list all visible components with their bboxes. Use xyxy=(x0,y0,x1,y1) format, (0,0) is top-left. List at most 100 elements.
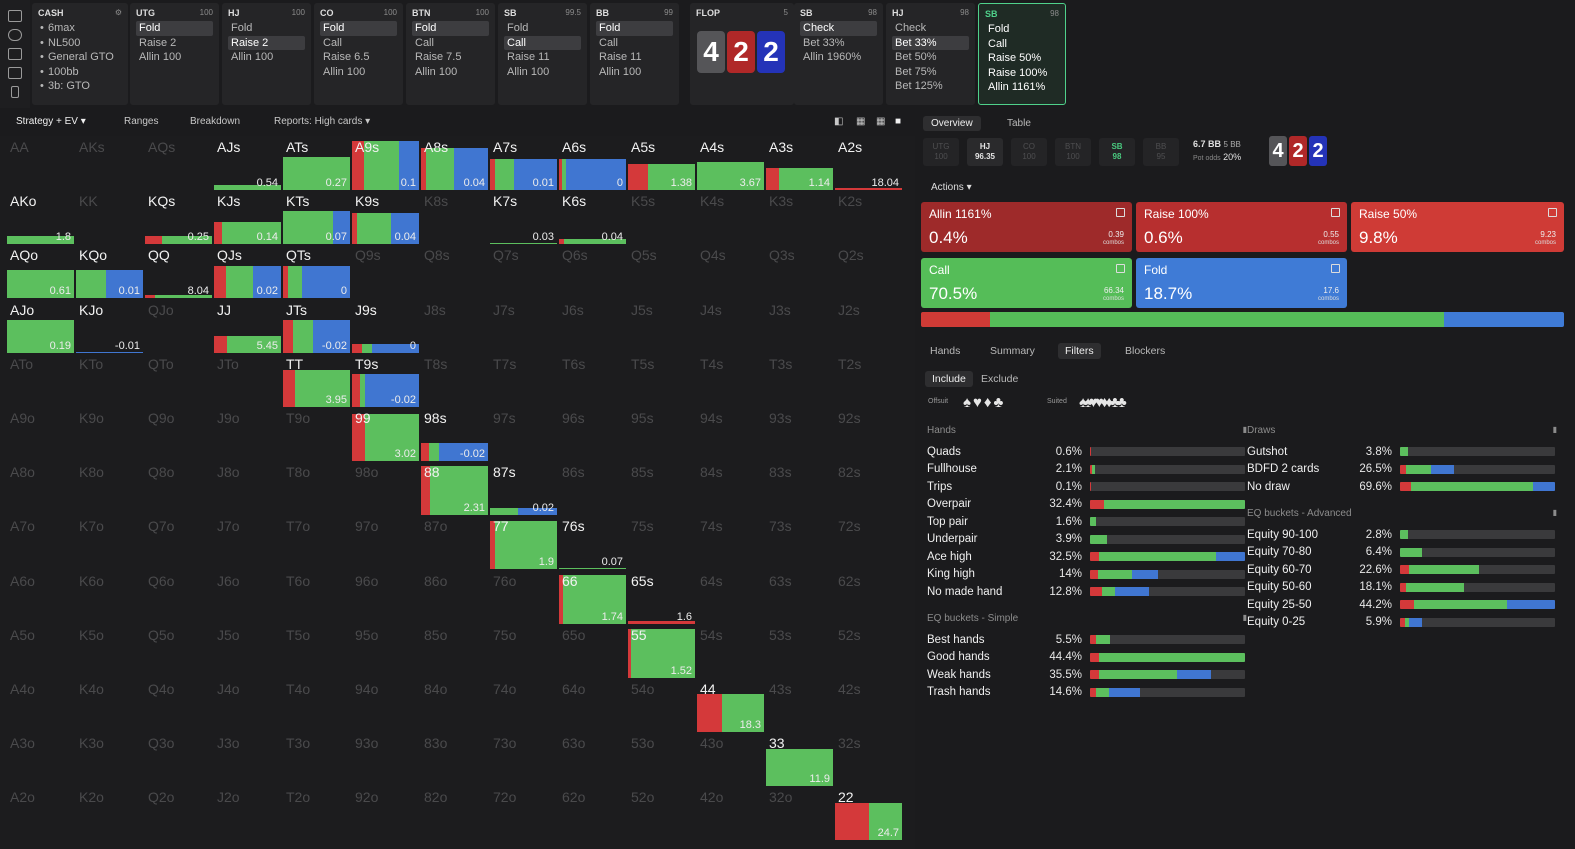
hand-cell-52o[interactable]: 52o xyxy=(628,787,695,840)
action-option[interactable]: Allin 100 xyxy=(231,51,274,63)
hand-cell-75s[interactable]: 75s xyxy=(628,516,695,569)
tab-table[interactable]: Table xyxy=(1007,118,1031,129)
collapse-icon[interactable]: ▮ xyxy=(1552,425,1557,434)
hand-cell-k7s[interactable]: K7s 0.03 xyxy=(490,191,557,245)
cursor-icon[interactable] xyxy=(11,86,19,98)
action-option[interactable]: Fold xyxy=(596,21,673,36)
filter-row[interactable]: Gutshot 3.8% xyxy=(1247,443,1557,461)
hand-cell-72s[interactable]: 72s xyxy=(835,516,902,569)
hand-cell-k5s[interactable]: K5s xyxy=(628,191,695,244)
action-option[interactable]: Call xyxy=(323,36,342,49)
filter-row[interactable]: Equity 70-80 6.4% xyxy=(1247,544,1557,562)
hand-cell-k6o[interactable]: K6o xyxy=(76,571,143,624)
hand-cell-k8s[interactable]: K8s xyxy=(421,191,488,244)
hand-cell-jj[interactable]: JJ 5.45 xyxy=(214,300,281,353)
action-node-btn[interactable]: BTN 100 Fold Call Raise 7.5 Allin 100 xyxy=(406,3,495,105)
collapse-icon[interactable]: ▮ xyxy=(1242,425,1247,434)
hand-cell-j5s[interactable]: J5s xyxy=(628,300,695,353)
collapse-icon[interactable]: ▮ xyxy=(1242,613,1247,622)
hand-cell-65o[interactable]: 65o xyxy=(559,625,626,678)
filter-row[interactable]: Top pair 1.6% xyxy=(927,513,1247,531)
action-option[interactable]: Allin 100 xyxy=(139,51,182,63)
hand-cell-a5s[interactable]: A5s 1.38 xyxy=(628,137,695,190)
reset-icon[interactable] xyxy=(8,29,22,41)
action-option[interactable]: Fold xyxy=(412,21,489,36)
compare-icon[interactable]: ◧ xyxy=(834,116,844,127)
hand-cell-92s[interactable]: 92s xyxy=(835,408,902,461)
action-option[interactable]: Call xyxy=(504,35,581,50)
hand-cell-k3s[interactable]: K3s xyxy=(766,191,833,244)
action-option[interactable]: Raise 6.5 xyxy=(323,51,370,63)
hand-cell-93o[interactable]: 93o xyxy=(352,733,419,786)
hand-cell-92o[interactable]: 92o xyxy=(352,787,419,840)
hand-cell-kjs[interactable]: KJs 0.14 xyxy=(214,191,281,245)
filter-row[interactable]: No made hand 12.8% xyxy=(927,583,1247,601)
filter-row[interactable]: Quads 0.6% xyxy=(927,443,1247,461)
hand-cell-t7s[interactable]: T7s xyxy=(490,354,557,407)
hand-cell-j6s[interactable]: J6s xyxy=(559,300,626,353)
hand-cell-t8o[interactable]: T8o xyxy=(283,462,350,515)
filter-row[interactable]: Equity 0-25 5.9% xyxy=(1247,614,1557,632)
collapse-icon[interactable]: ▮ xyxy=(1552,508,1557,517)
hand-cell-q2o[interactable]: Q2o xyxy=(145,787,212,840)
action-node-co[interactable]: CO 100 Fold Call Raise 6.5 Allin 100 xyxy=(314,3,403,105)
action-option[interactable]: Raise 7.5 xyxy=(415,51,462,63)
hand-cell-q4o[interactable]: Q4o xyxy=(145,679,212,732)
hand-cell-kts[interactable]: KTs 0.07 xyxy=(283,191,350,245)
action-option[interactable]: Fold xyxy=(988,23,1010,35)
hand-cell-kqo[interactable]: KQo 0.01 xyxy=(76,245,143,299)
action-option[interactable]: Allin 100 xyxy=(323,65,366,78)
hand-cell-ako[interactable]: AKo 1.8 xyxy=(7,191,74,245)
hand-cell-54s[interactable]: 54s xyxy=(697,625,764,678)
hand-cell-a7s[interactable]: A7s 0.01 xyxy=(490,137,557,190)
action-option[interactable]: Bet 33% xyxy=(803,36,845,49)
hand-cell-82s[interactable]: 82s xyxy=(835,462,902,515)
hand-cell-t7o[interactable]: T7o xyxy=(283,516,350,569)
hand-cell-j6o[interactable]: J6o xyxy=(214,571,281,624)
hand-cell-aqo[interactable]: AQo 0.61 xyxy=(7,245,74,299)
hand-cell-k9s[interactable]: K9s 0.04 xyxy=(352,191,419,245)
hand-cell-t8s[interactable]: T8s xyxy=(421,354,488,407)
filter-row[interactable]: BDFD 2 cards 26.5% xyxy=(1247,461,1557,479)
hand-cell-q3s[interactable]: Q3s xyxy=(766,245,833,298)
action-raise-50-[interactable]: Raise 50% 9.8% 9.23 combos xyxy=(1351,202,1564,252)
hand-cell-33[interactable]: 33 11.9 xyxy=(766,733,833,787)
hand-cell-a9s[interactable]: A9s 0.1 xyxy=(352,137,419,190)
hand-cell-63s[interactable]: 63s xyxy=(766,571,833,624)
hand-cell-94o[interactable]: 94o xyxy=(352,679,419,732)
action-option[interactable]: Raise 100% xyxy=(988,66,1048,79)
hand-cell-42o[interactable]: 42o xyxy=(697,787,764,840)
hand-cell-86s[interactable]: 86s xyxy=(559,462,626,515)
hand-cell-73s[interactable]: 73s xyxy=(766,516,833,569)
hand-cell-tt[interactable]: TT 3.95 xyxy=(283,354,350,407)
action-node-utg[interactable]: UTG 100 Fold Raise 2 Allin 100 xyxy=(130,3,219,105)
hand-cell-97s[interactable]: 97s xyxy=(490,408,557,461)
hand-cell-k7o[interactable]: K7o xyxy=(76,516,143,569)
action-option[interactable]: Call xyxy=(599,36,618,49)
tab-filters[interactable]: Filters xyxy=(1058,343,1101,359)
hand-cell-52s[interactable]: 52s xyxy=(835,625,902,678)
hand-cell-q6s[interactable]: Q6s xyxy=(559,245,626,298)
action-option[interactable]: Allin 1960% xyxy=(803,51,862,63)
hand-cell-t2s[interactable]: T2s xyxy=(835,354,902,407)
filter-row[interactable]: Ace high 32.5% xyxy=(927,548,1247,566)
cards-icon[interactable] xyxy=(8,67,22,79)
hand-cell-k5o[interactable]: K5o xyxy=(76,625,143,678)
hand-cell-q3o[interactable]: Q3o xyxy=(145,733,212,786)
hand-cell-85o[interactable]: 85o xyxy=(421,625,488,678)
hand-cell-63o[interactable]: 63o xyxy=(559,733,626,786)
hand-cell-q5s[interactable]: Q5s xyxy=(628,245,695,298)
position-sb[interactable]: SB 98 xyxy=(1099,138,1135,166)
hand-cell-aa[interactable]: AA xyxy=(7,137,74,190)
exclude-toggle[interactable]: Exclude xyxy=(981,373,1019,385)
hand-cell-kqs[interactable]: KQs 0.25 xyxy=(145,191,212,245)
hand-cell-84s[interactable]: 84s xyxy=(697,462,764,515)
game-settings[interactable]: CASH ⚙ 6max NL500 General GTO 100bb 3b: G… xyxy=(32,3,128,105)
hand-cell-k2s[interactable]: K2s xyxy=(835,191,902,244)
hand-cell-t5o[interactable]: T5o xyxy=(283,625,350,678)
hand-cell-q7o[interactable]: Q7o xyxy=(145,516,212,569)
hand-cell-86o[interactable]: 86o xyxy=(421,571,488,624)
action-option[interactable]: Fold xyxy=(507,22,529,34)
suited-suit-filters[interactable]: ♠♠♥♥♦♦♣♣ xyxy=(1079,394,1127,411)
hand-cell-43s[interactable]: 43s xyxy=(766,679,833,732)
